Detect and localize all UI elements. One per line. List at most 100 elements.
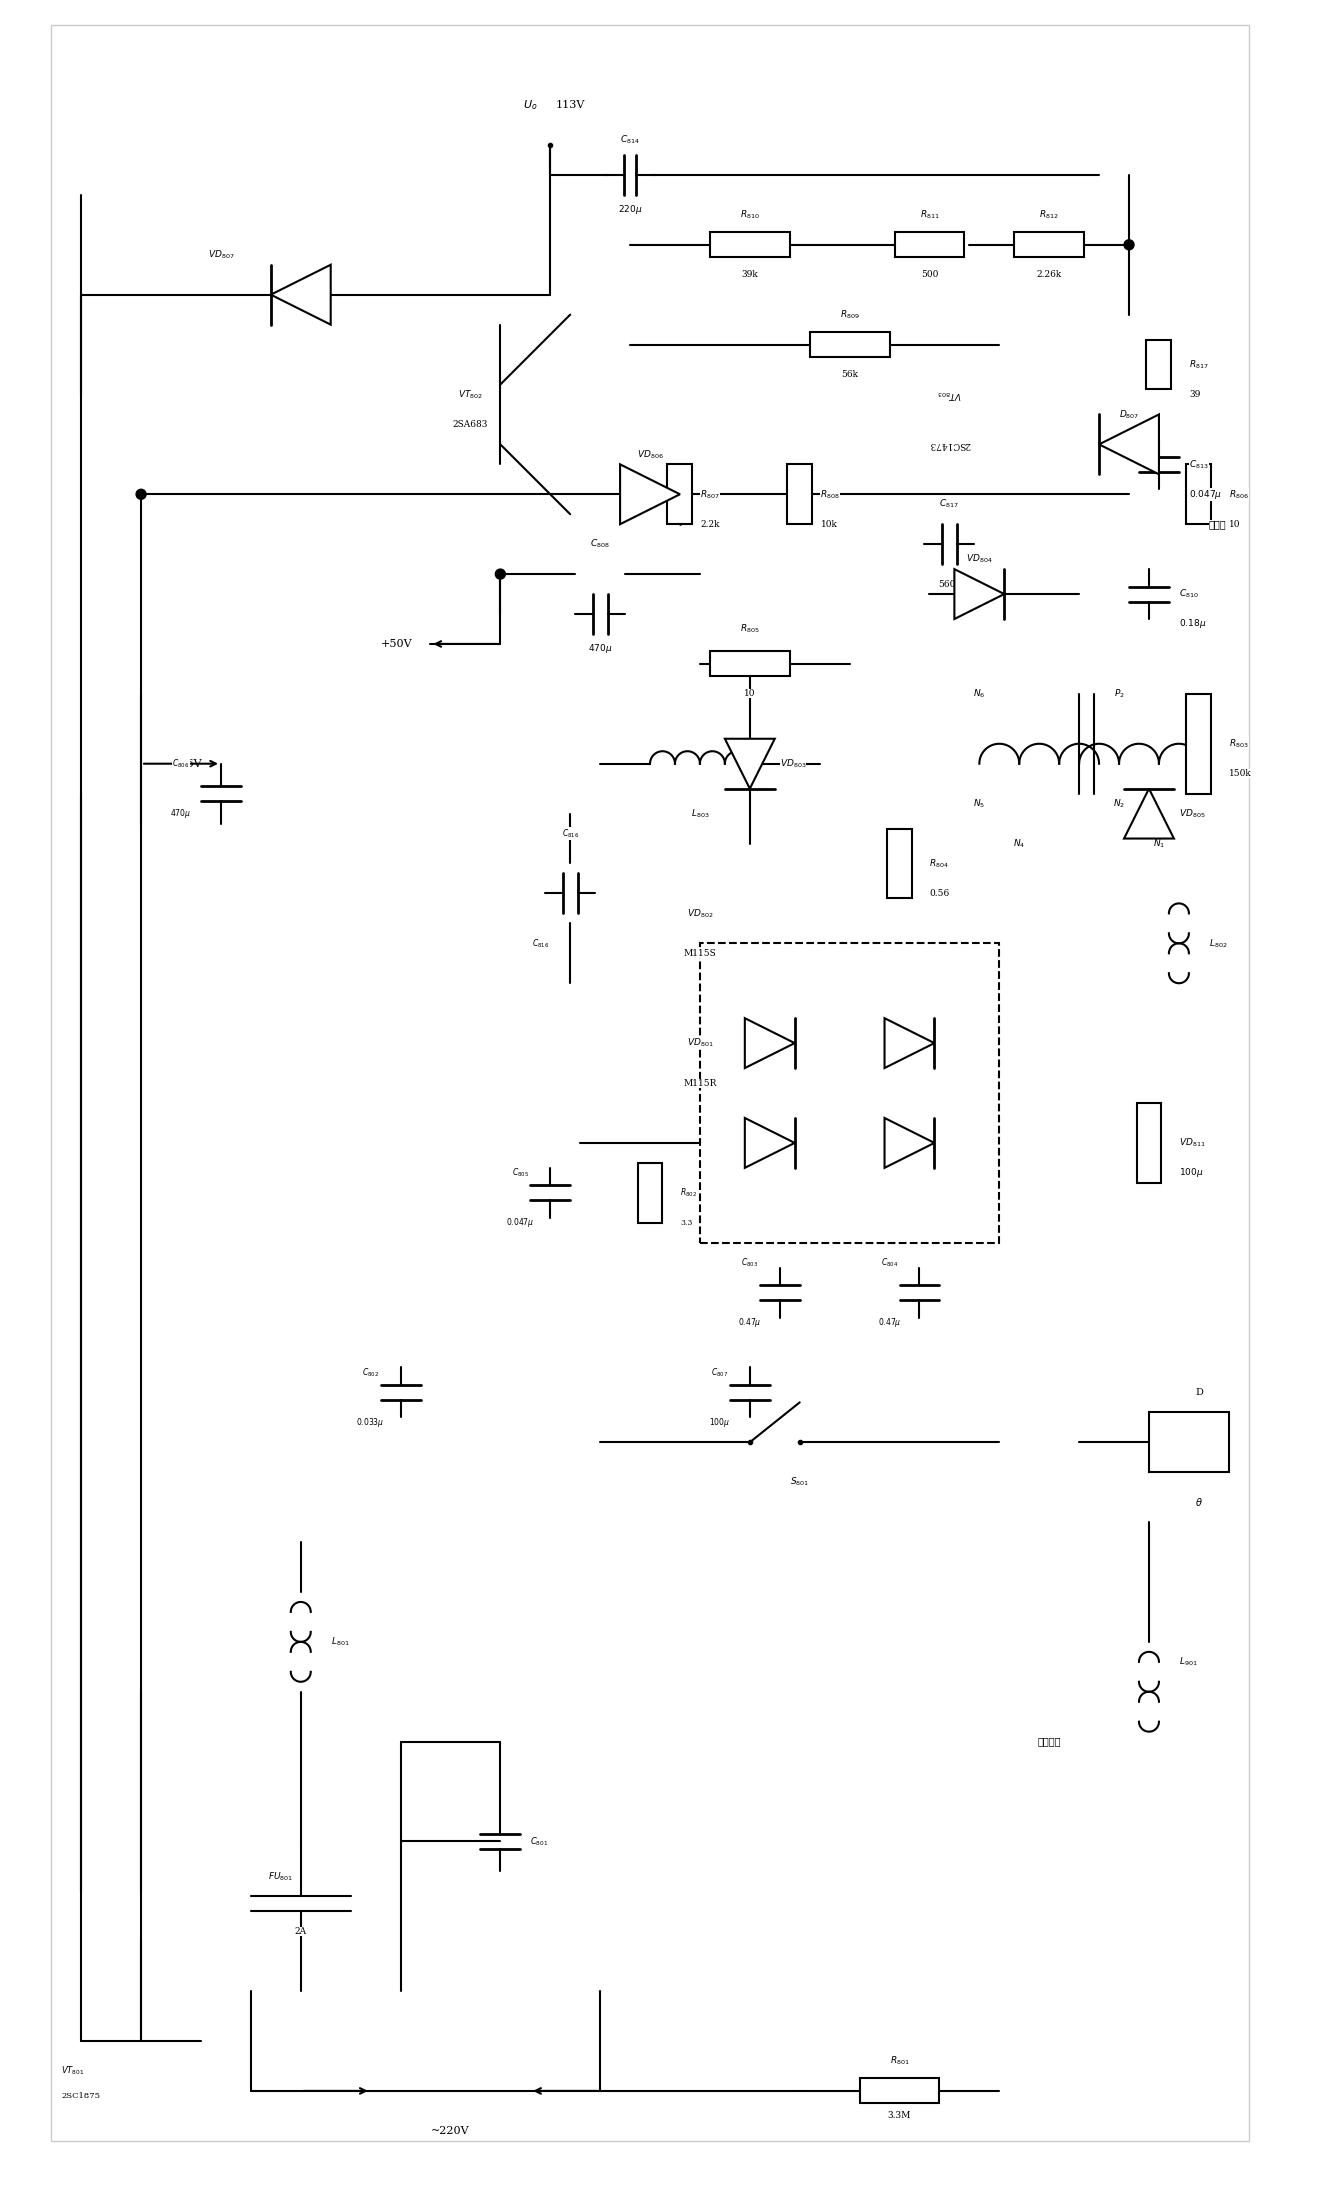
Text: $C_{808}$: $C_{808}$	[591, 537, 610, 550]
Text: $C_{816}$: $C_{816}$	[561, 827, 579, 840]
Circle shape	[495, 570, 506, 579]
Polygon shape	[620, 465, 681, 524]
Polygon shape	[1124, 789, 1174, 838]
Text: 0.56: 0.56	[929, 888, 949, 897]
Text: +50V: +50V	[380, 638, 412, 649]
Bar	[1186, 465, 1211, 524]
Text: 行脉冲: 行脉冲	[1209, 520, 1226, 529]
Polygon shape	[955, 570, 1005, 618]
Bar	[1147, 340, 1172, 390]
Text: 2SC1875: 2SC1875	[61, 2092, 101, 2101]
Text: $220\mu$: $220\mu$	[618, 204, 642, 217]
Polygon shape	[1099, 414, 1158, 474]
Text: 消磁线圈: 消磁线圈	[1038, 1737, 1061, 1746]
Text: $R_{807}$: $R_{807}$	[700, 489, 720, 500]
Bar	[1186, 693, 1211, 794]
Text: $U_o$: $U_o$	[523, 99, 538, 112]
Bar	[667, 465, 692, 524]
Text: $VT_{801}$: $VT_{801}$	[61, 2064, 85, 2077]
Polygon shape	[271, 265, 331, 325]
Text: $R_{812}$: $R_{812}$	[1039, 208, 1059, 221]
Bar	[895, 232, 964, 257]
Bar	[1149, 1412, 1229, 1472]
Text: $VT_{802}$: $VT_{802}$	[458, 388, 483, 401]
Text: $C_{802}$: $C_{802}$	[361, 1366, 379, 1379]
Text: $100\mu$: $100\mu$	[1178, 1167, 1204, 1180]
Text: $N_6$: $N_6$	[973, 689, 985, 700]
Text: $L_{801}$: $L_{801}$	[331, 1636, 350, 1649]
Text: $VD_{802}$: $VD_{802}$	[687, 908, 714, 919]
Text: $N_5$: $N_5$	[973, 798, 985, 809]
Text: $P_2$: $P_2$	[1113, 689, 1124, 700]
Text: 113V: 113V	[556, 101, 585, 110]
Text: $R_{810}$: $R_{810}$	[740, 208, 760, 221]
Text: 2.2k: 2.2k	[700, 520, 720, 529]
Text: 10: 10	[744, 689, 756, 697]
Text: 2SC1473: 2SC1473	[928, 441, 970, 450]
Text: $FU_{801}$: $FU_{801}$	[269, 1871, 294, 1882]
Text: $N_4$: $N_4$	[1013, 838, 1025, 849]
Text: $VD_{807}$: $VD_{807}$	[208, 248, 234, 261]
Text: 39: 39	[1189, 390, 1201, 399]
Text: $VD_{803}$: $VD_{803}$	[780, 757, 806, 770]
Text: $0.47\mu$: $0.47\mu$	[878, 1316, 902, 1329]
Text: $R_{809}$: $R_{809}$	[839, 309, 859, 320]
Text: $C_{806}$: $C_{806}$	[172, 757, 189, 770]
Text: D: D	[1196, 1388, 1202, 1397]
Text: $R_{808}$: $R_{808}$	[820, 489, 839, 500]
Text: $0.033\mu$: $0.033\mu$	[356, 1417, 385, 1430]
Text: $C_{803}$: $C_{803}$	[741, 1257, 759, 1270]
Text: $0.47\mu$: $0.47\mu$	[737, 1316, 761, 1329]
Text: $R_{806}$: $R_{806}$	[1229, 489, 1249, 500]
Text: $\theta$: $\theta$	[1196, 1496, 1202, 1509]
Text: $R_{803}$: $R_{803}$	[1229, 737, 1249, 750]
Text: $VD_{806}$: $VD_{806}$	[637, 447, 663, 461]
Text: $C_{814}$: $C_{814}$	[620, 134, 639, 147]
Text: $0.047\mu$: $0.047\mu$	[506, 1217, 535, 1230]
Text: 150k: 150k	[1229, 770, 1251, 779]
Text: $VD_{804}$: $VD_{804}$	[967, 553, 993, 566]
Text: $C_{807}$: $C_{807}$	[711, 1366, 728, 1379]
Text: $L_{802}$: $L_{802}$	[1209, 936, 1227, 950]
Bar	[1014, 232, 1084, 257]
Text: $VD_{805}$: $VD_{805}$	[1178, 807, 1205, 820]
Text: 10k: 10k	[821, 520, 838, 529]
Bar	[710, 232, 789, 257]
Bar	[859, 2079, 940, 2103]
Text: $S_{801}$: $S_{801}$	[790, 1476, 809, 1489]
Text: $0.047\mu$: $0.047\mu$	[1189, 487, 1222, 500]
Text: $470\mu$: $470\mu$	[588, 643, 613, 656]
Text: $VD_{811}$: $VD_{811}$	[1178, 1136, 1206, 1149]
Bar	[700, 943, 1000, 1243]
Bar	[887, 829, 912, 899]
Text: 10: 10	[1229, 520, 1241, 529]
Bar	[638, 1162, 662, 1224]
Text: $470\mu$: $470\mu$	[171, 807, 192, 820]
Text: $N_1$: $N_1$	[1153, 838, 1165, 849]
Text: +16V: +16V	[171, 759, 203, 770]
Text: $VD_{801}$: $VD_{801}$	[687, 1037, 714, 1050]
Circle shape	[1124, 239, 1135, 250]
Text: $C_{817}$: $C_{817}$	[940, 498, 960, 511]
Text: $C_{801}$: $C_{801}$	[531, 1836, 548, 1849]
Polygon shape	[884, 1118, 935, 1169]
Text: $N_2$: $N_2$	[1113, 798, 1125, 809]
Text: $C_{810}$: $C_{810}$	[1178, 588, 1198, 601]
Bar	[710, 651, 789, 675]
Bar	[1136, 1103, 1161, 1182]
Text: 56k: 56k	[841, 371, 858, 379]
Text: $C_{805}$: $C_{805}$	[512, 1167, 528, 1180]
Text: $C_{804}$: $C_{804}$	[880, 1257, 898, 1270]
Text: $L_{803}$: $L_{803}$	[691, 807, 710, 820]
Polygon shape	[745, 1118, 794, 1169]
Text: 2A: 2A	[295, 1928, 307, 1936]
Bar	[810, 331, 890, 357]
Text: $C_{816}$: $C_{816}$	[532, 936, 549, 950]
Text: $D_{807}$: $D_{807}$	[1119, 408, 1139, 421]
Text: 2SA683: 2SA683	[453, 419, 489, 430]
Text: $R_{801}$: $R_{801}$	[890, 2055, 910, 2068]
Text: $0.18\mu$: $0.18\mu$	[1178, 618, 1206, 632]
Text: $R_{802}$: $R_{802}$	[681, 1186, 696, 1200]
Text: 39k: 39k	[741, 270, 759, 279]
Polygon shape	[724, 739, 775, 789]
